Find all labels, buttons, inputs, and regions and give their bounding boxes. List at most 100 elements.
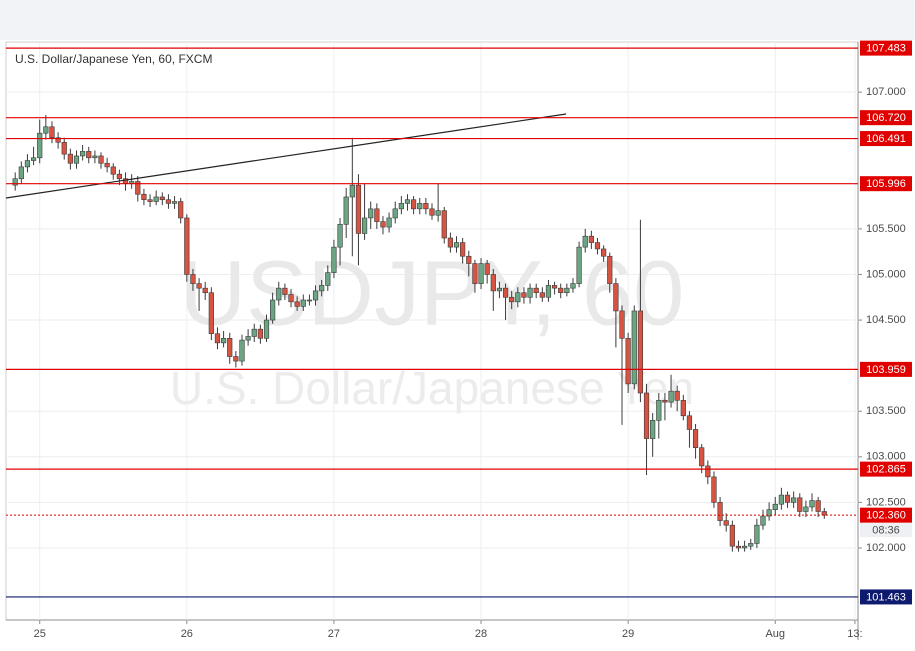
candle-body [423,203,429,210]
candle-body [312,290,319,301]
candle-body [196,283,202,289]
candle-body [803,506,809,512]
candle-body [533,287,539,294]
candle-body [502,287,509,298]
candle-body [37,132,43,159]
candle-body [343,196,349,225]
candle-body [319,285,325,292]
y-tick-label: 105.000 [866,268,906,280]
candle-body [742,545,748,549]
y-tick-label: 104.500 [866,314,906,326]
candle-body [239,339,245,362]
candle-body [699,447,705,467]
candle-body [104,162,110,168]
candle-body [245,336,251,341]
level-label-box [860,361,912,377]
candle-body [515,292,521,303]
candle-body [153,196,159,202]
last-price-label: 102.360 [866,510,906,522]
level-label-box [860,176,912,192]
candle-body [447,237,453,248]
candle-body [276,287,282,301]
candle-body [116,173,122,180]
candle-body [637,310,644,394]
candle-body [453,242,460,248]
candle-body [821,511,827,516]
candle-body [263,319,270,339]
level-label-box [860,110,912,126]
candle-body [472,263,478,284]
candle-body [490,274,496,292]
candle-body [227,337,233,357]
candle-body [43,126,49,134]
level-label: 103.959 [866,364,906,376]
candle-body [735,545,742,549]
countdown-label: 08:36 [872,525,900,537]
candle-body [656,399,662,421]
candle-body [435,210,441,216]
candle-body [723,520,729,526]
candle-body [778,494,784,505]
candle-body [429,208,435,216]
candle-body [466,255,472,264]
candle-body [754,524,760,544]
levels: 107.483 106.720 106.491 105.996 103.959 102.8… [6,40,912,605]
candle-body [551,285,558,289]
candle-body [270,299,276,321]
candle-body [594,242,601,250]
level-label-box [860,461,912,477]
candle-body [171,201,178,204]
candle-body [190,274,196,284]
level-label: 105.996 [866,178,906,190]
candle-body [539,292,545,298]
candle-body [705,465,711,478]
y-tick-label: 105.500 [866,223,906,235]
candle-body [61,141,67,155]
candle-body [141,193,147,201]
candle-body [110,166,116,175]
candle-body [282,287,288,295]
candles [12,114,827,552]
candle-body [129,181,135,184]
candle-body [791,497,797,503]
level-label-box [860,589,912,605]
candle-body [576,246,582,284]
candle-body [55,137,61,143]
level-label-box [860,131,912,147]
candle-body [521,292,527,298]
x-tick-label: 13: [847,628,862,640]
candle-body [582,235,588,248]
candle-body [797,497,803,512]
candle-body [349,184,355,198]
candle-body [509,296,515,303]
x-tick-label: 29 [622,628,634,640]
y-tick-label: 102.500 [866,496,906,508]
candle-body [748,543,754,547]
candle-body [392,208,398,219]
candle-body [404,199,411,204]
candle-body [619,310,625,339]
candle-body [233,356,239,362]
candle-body [784,494,791,503]
candle-body [92,155,98,159]
candle-body [380,221,386,228]
level-label: 101.463 [866,591,906,603]
candle-body [478,263,484,284]
y-tick-label: 102.000 [866,542,906,554]
candle-body [668,390,674,403]
candle-body [98,155,104,164]
candle-body [24,160,31,168]
candle-body [80,151,86,157]
candle-body [484,263,490,275]
candle-body [527,287,533,298]
candle-body [570,283,576,289]
candle-body [220,337,227,344]
candle-body [18,166,24,180]
candle-body [711,476,717,503]
candle-body [331,246,337,273]
candle-body [49,126,55,139]
candle-body [251,328,257,337]
candle-body [460,242,466,257]
level-label: 102.865 [866,464,906,476]
